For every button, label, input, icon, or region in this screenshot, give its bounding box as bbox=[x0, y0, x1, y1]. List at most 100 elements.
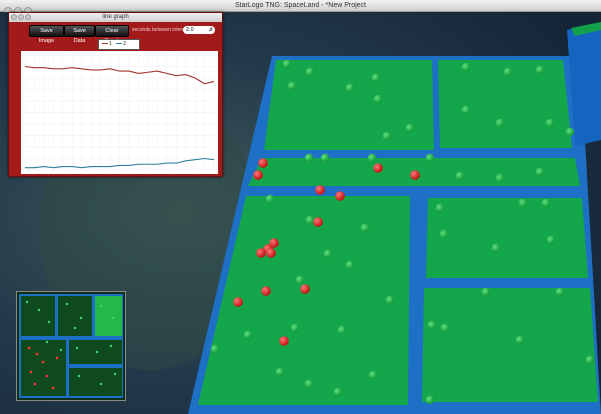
green-agent bbox=[491, 243, 501, 253]
green-agent bbox=[282, 59, 292, 69]
green-agent bbox=[243, 330, 253, 340]
interval-value: 2.0 bbox=[186, 27, 194, 33]
red-agent bbox=[279, 336, 289, 346]
green-agent bbox=[323, 249, 333, 259]
green-agent bbox=[385, 295, 395, 305]
green-agent bbox=[337, 325, 347, 335]
green-agent bbox=[518, 198, 528, 208]
graph-window-title: line graph bbox=[102, 14, 129, 20]
red-agent bbox=[233, 297, 243, 307]
interval-select[interactable]: 2.0 ⇵ bbox=[183, 26, 215, 34]
red-agent bbox=[410, 170, 420, 180]
minimap-red-dot bbox=[27, 346, 31, 350]
graph-toolbar: Save Image Save Data Clear Graph seconds… bbox=[9, 25, 222, 44]
minimap-green-dot bbox=[95, 350, 99, 354]
minimap-region bbox=[69, 340, 122, 364]
red-agent bbox=[313, 217, 323, 227]
minimap-region bbox=[58, 296, 92, 336]
close-graph-icon[interactable] bbox=[11, 14, 17, 20]
line-plot bbox=[21, 51, 218, 174]
green-agent bbox=[440, 323, 450, 333]
green-agent bbox=[265, 194, 275, 204]
green-agent bbox=[333, 387, 343, 397]
minimap-red-dot bbox=[55, 356, 59, 360]
green-agent bbox=[368, 370, 378, 380]
minimap-region bbox=[21, 340, 66, 396]
graph-window-controls bbox=[11, 14, 32, 24]
legend-label-1: 1 bbox=[109, 41, 112, 47]
minimap[interactable] bbox=[16, 291, 126, 401]
legend-swatch-2 bbox=[116, 43, 123, 45]
minimap-red-dot bbox=[33, 382, 37, 386]
zoom-graph-icon[interactable] bbox=[25, 14, 31, 20]
minimap-green-dot bbox=[59, 348, 63, 352]
green-agent bbox=[541, 198, 551, 208]
red-agent bbox=[261, 286, 271, 296]
green-agent bbox=[545, 118, 555, 128]
green-agent bbox=[425, 153, 435, 163]
terrain-block bbox=[422, 288, 598, 402]
minimap-green-dot bbox=[75, 346, 79, 350]
green-agent bbox=[461, 105, 471, 115]
terrain-block bbox=[198, 196, 410, 405]
red-agent bbox=[258, 158, 268, 168]
green-agent bbox=[535, 167, 545, 177]
red-agent bbox=[266, 248, 276, 258]
minimap-green-dot bbox=[25, 300, 29, 304]
minimap-red-dot bbox=[45, 374, 49, 378]
green-agent bbox=[373, 94, 383, 104]
green-agent bbox=[515, 335, 525, 345]
minimap-red-dot bbox=[51, 386, 55, 390]
graph-legend: 1 2 bbox=[98, 39, 140, 50]
green-agent bbox=[427, 320, 437, 330]
green-agent bbox=[495, 173, 505, 183]
green-agent bbox=[565, 127, 575, 137]
minimap-green-dot bbox=[45, 340, 49, 344]
line-graph-window[interactable]: line graph Save Image Save Data Clear Gr… bbox=[8, 12, 223, 177]
red-agent bbox=[269, 238, 279, 248]
agents-layer bbox=[210, 59, 595, 405]
interval-label: seconds between intervals bbox=[132, 27, 191, 33]
chevron-updown-icon: ⇵ bbox=[208, 27, 213, 33]
minimap-green-dot bbox=[99, 304, 103, 308]
wall-tower-top bbox=[571, 22, 601, 36]
minimap-green-dot bbox=[111, 316, 115, 320]
graph-window-titlebar[interactable]: line graph bbox=[9, 13, 222, 22]
red-agent bbox=[253, 170, 263, 180]
green-agent bbox=[295, 275, 305, 285]
minimap-red-dot bbox=[29, 370, 33, 374]
green-agent bbox=[382, 131, 392, 141]
minimize-graph-icon[interactable] bbox=[18, 14, 24, 20]
series-line-2 bbox=[25, 157, 215, 169]
green-agent bbox=[503, 67, 513, 77]
terrain-block bbox=[264, 60, 434, 150]
red-agent bbox=[256, 248, 266, 258]
green-agent bbox=[371, 73, 381, 83]
green-agent bbox=[290, 323, 300, 333]
save-image-button[interactable]: Save Image bbox=[29, 25, 64, 44]
green-agent bbox=[345, 83, 355, 93]
minimap-region bbox=[69, 368, 122, 396]
green-agent bbox=[287, 81, 297, 91]
green-agent bbox=[555, 287, 565, 297]
red-agent bbox=[335, 191, 345, 201]
series-line-1 bbox=[24, 65, 215, 85]
minimap-green-dot bbox=[77, 374, 81, 378]
minimap-green-dot bbox=[99, 382, 103, 386]
green-agent bbox=[367, 153, 377, 163]
save-data-button[interactable]: Save Data bbox=[64, 25, 95, 44]
green-agent bbox=[455, 171, 465, 181]
green-agent bbox=[345, 260, 355, 270]
legend-swatch-1 bbox=[102, 43, 108, 45]
minimap-green-dot bbox=[37, 308, 41, 312]
green-agent bbox=[439, 229, 449, 239]
main-titlebar: StarLogo TNG: SpaceLand - *New Project bbox=[0, 0, 601, 15]
minimap-red-dot bbox=[41, 360, 45, 364]
minimap-region-highlight bbox=[95, 296, 122, 336]
green-agent bbox=[210, 344, 220, 354]
green-agent bbox=[495, 118, 505, 128]
green-agent bbox=[320, 153, 330, 163]
clear-graph-button[interactable]: Clear Graph bbox=[95, 25, 129, 44]
minimap-green-dot bbox=[113, 372, 117, 376]
legend-label-2: 2 bbox=[123, 41, 126, 47]
